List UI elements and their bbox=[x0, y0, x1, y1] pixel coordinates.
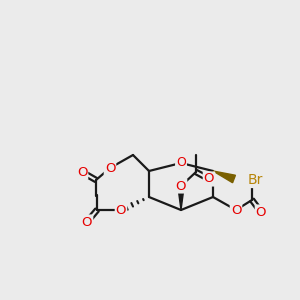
Polygon shape bbox=[178, 186, 184, 210]
Text: Br: Br bbox=[248, 173, 263, 187]
Text: O: O bbox=[231, 203, 241, 217]
Text: O: O bbox=[82, 215, 92, 229]
Text: O: O bbox=[77, 166, 87, 178]
Text: O: O bbox=[204, 172, 214, 185]
Text: O: O bbox=[176, 179, 186, 193]
Text: O: O bbox=[105, 161, 115, 175]
Text: O: O bbox=[256, 206, 266, 218]
Polygon shape bbox=[213, 171, 236, 183]
Text: O: O bbox=[176, 157, 186, 169]
Text: O: O bbox=[116, 203, 126, 217]
